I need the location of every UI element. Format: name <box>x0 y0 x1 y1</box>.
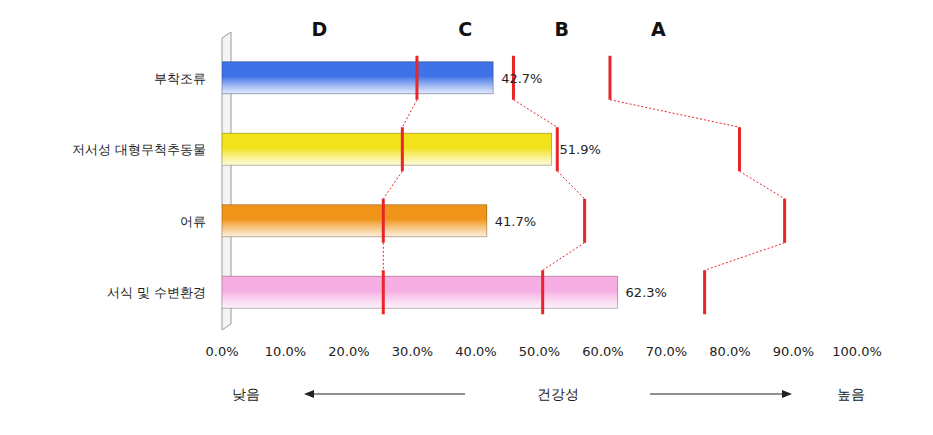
threshold-connector <box>705 243 785 271</box>
tick-label: 10.0% <box>265 344 306 359</box>
threshold-connector <box>383 243 384 271</box>
threshold-marker <box>556 127 559 171</box>
threshold-connector <box>402 100 417 128</box>
annotation-high: 높음 <box>837 386 865 402</box>
plot-area <box>222 56 785 315</box>
tick-label: 30.0% <box>392 344 433 359</box>
grade-label: C <box>458 18 472 40</box>
tick-label: 80.0% <box>709 344 750 359</box>
category-label: 어류 <box>180 214 206 229</box>
arrow-line <box>650 394 786 395</box>
threshold-connector <box>513 100 557 128</box>
chart: 42.7% 51.9% 41.7% 62.3% 부착조류저서성 대형무척추동물어류서식 … <box>0 0 933 435</box>
threshold-connector <box>557 171 584 199</box>
bar <box>222 205 487 237</box>
grade-label: A <box>651 18 666 40</box>
bar <box>222 62 493 94</box>
category-label: 저서성 대형무척추동물 <box>72 142 206 157</box>
grade-label: B <box>554 18 568 40</box>
threshold-connector <box>740 171 785 199</box>
data-label: 51.9% <box>560 142 601 157</box>
data-label: 41.7% <box>495 214 536 229</box>
x-axis-label: 건강성 <box>537 386 579 402</box>
grade-label: D <box>312 18 328 40</box>
threshold-connector <box>383 171 402 199</box>
bar <box>222 133 552 165</box>
threshold-marker <box>583 199 586 243</box>
arrow-line <box>310 394 465 395</box>
tick-label: 20.0% <box>328 344 369 359</box>
bar-base <box>222 205 487 237</box>
threshold-marker <box>541 270 544 314</box>
data-label: 62.3% <box>626 285 667 300</box>
bar <box>222 276 618 308</box>
threshold-marker <box>382 199 385 243</box>
threshold-marker <box>738 127 741 171</box>
bar-base <box>222 62 493 94</box>
bar-base <box>222 133 552 165</box>
arrow-head <box>782 390 792 398</box>
threshold-marker <box>608 56 611 100</box>
data-label: 42.7% <box>501 71 542 86</box>
threshold-marker <box>401 127 404 171</box>
annotation-low: 낮음 <box>232 386 260 402</box>
tick-label: 50.0% <box>519 344 560 359</box>
tick-label: 70.0% <box>646 344 687 359</box>
arrow-head <box>304 390 314 398</box>
threshold-marker <box>382 270 385 314</box>
threshold-marker <box>415 56 418 100</box>
threshold-connector <box>543 243 585 271</box>
tick-label: 100.0% <box>832 344 882 359</box>
threshold-connector <box>610 100 740 128</box>
tick-label: 90.0% <box>773 344 814 359</box>
tick-label: 60.0% <box>582 344 623 359</box>
tick-label: 0.0% <box>205 344 238 359</box>
tick-label: 40.0% <box>455 344 496 359</box>
threshold-marker <box>703 270 706 314</box>
bar-base <box>222 276 618 308</box>
threshold-marker <box>783 199 786 243</box>
category-label: 서식 및 수변환경 <box>107 285 206 300</box>
category-label: 부착조류 <box>154 71 206 86</box>
